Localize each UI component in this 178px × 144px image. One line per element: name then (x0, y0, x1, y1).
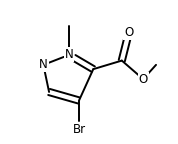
Text: O: O (124, 26, 134, 39)
Text: O: O (138, 73, 148, 86)
Text: N: N (39, 58, 48, 71)
Text: N: N (65, 48, 73, 61)
Text: Br: Br (72, 123, 86, 136)
